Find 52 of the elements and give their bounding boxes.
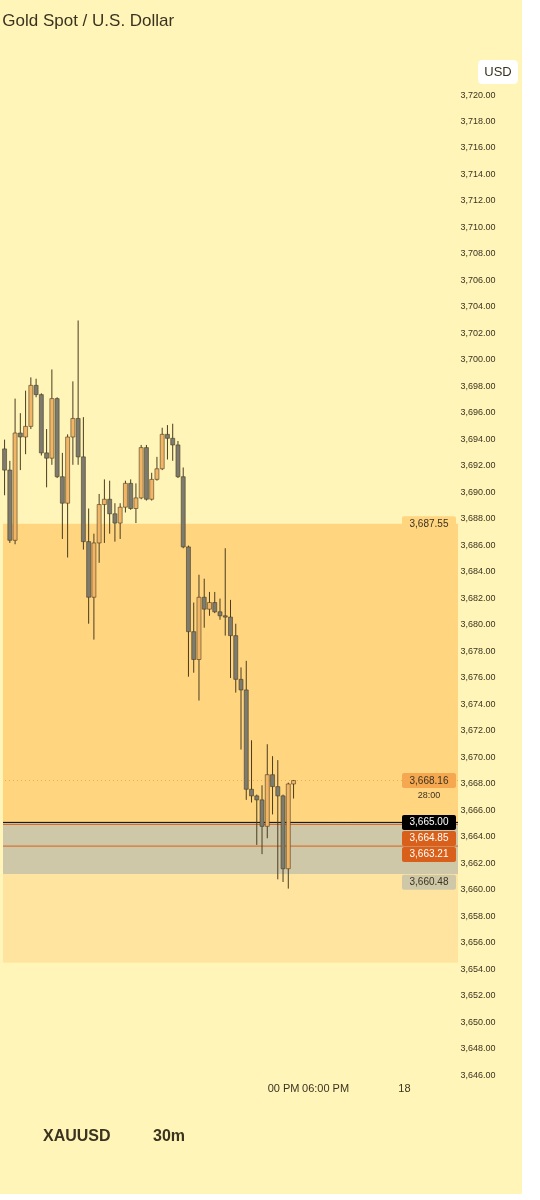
band-label: 3,687.55 xyxy=(409,517,449,529)
y-tick-label: 3,654.00 xyxy=(460,963,496,974)
y-tick-label: 3,648.00 xyxy=(460,1043,496,1054)
y-tick-label: 3,684.00 xyxy=(460,566,496,577)
x-tick-label: 06:00 PM xyxy=(302,1081,350,1094)
ref-line-label: 3,663.21 xyxy=(409,848,449,860)
y-tick-label: 3,670.00 xyxy=(460,751,496,762)
y-tick-label: 3,702.00 xyxy=(460,327,496,338)
y-tick-label: 3,666.00 xyxy=(460,804,496,815)
y-tick-label: 3,718.00 xyxy=(460,115,496,126)
y-tick-label: 3,690.00 xyxy=(460,486,496,497)
y-tick-label: 3,656.00 xyxy=(460,937,496,948)
ref-line-label: 3,665.00 xyxy=(409,816,449,828)
y-tick-label: 3,674.00 xyxy=(460,698,496,709)
y-tick-label: 3,658.00 xyxy=(460,910,496,921)
y-tick-label: 3,720.00 xyxy=(460,89,496,100)
chart-title: Gold Spot / U.S. Dollar xyxy=(2,11,175,30)
y-tick-label: 3,708.00 xyxy=(460,248,496,259)
text: 30m xyxy=(153,1127,186,1144)
y-tick-label: 3,672.00 xyxy=(460,725,496,736)
y-tick-label: 3,714.00 xyxy=(460,168,496,179)
y-tick-label: 3,646.00 xyxy=(460,1069,496,1080)
y-tick-label: 3,704.00 xyxy=(460,301,496,312)
y-tick-label: 3,652.00 xyxy=(460,990,496,1001)
x-tick-label: 00 PM xyxy=(267,1081,300,1094)
y-tick-label: 3,664.00 xyxy=(460,831,496,842)
y-tick-label: 3,694.00 xyxy=(460,433,496,444)
y-tick-label: 3,698.00 xyxy=(460,380,496,391)
ref-line-label: 3,664.85 xyxy=(409,832,449,844)
y-tick-label: 3,662.00 xyxy=(460,857,496,868)
y-tick-label: 3,712.00 xyxy=(460,195,496,206)
y-tick-label: 3,686.00 xyxy=(460,539,496,550)
y-tick-label: 3,678.00 xyxy=(460,645,496,656)
y-tick-label: 3,692.00 xyxy=(460,460,496,471)
band-label: 3,660.48 xyxy=(409,876,449,888)
y-tick-label: 3,706.00 xyxy=(460,274,496,285)
x-tick-label: 18 xyxy=(398,1081,411,1094)
y-tick-label: 3,710.00 xyxy=(460,221,496,232)
y-tick-label: 3,650.00 xyxy=(460,1016,496,1027)
y-tick-label: 3,676.00 xyxy=(460,672,496,683)
y-tick-label: 3,682.00 xyxy=(460,592,496,603)
y-tick-label: 3,700.00 xyxy=(460,354,496,365)
y-tick-label: 3,660.00 xyxy=(460,884,496,895)
y-tick-label: 3,680.00 xyxy=(460,619,496,630)
y-tick-label: 3,688.00 xyxy=(460,513,496,524)
y-tick-label: 3,668.00 xyxy=(460,778,496,789)
annotation: 28:00 xyxy=(417,789,441,800)
ref-line-label: 3,668.16 xyxy=(409,774,449,786)
y-tick-label: 3,716.00 xyxy=(460,142,496,153)
y-tick-label: 3,696.00 xyxy=(460,407,496,418)
text: XAUUSD xyxy=(43,1127,111,1144)
text: USD xyxy=(484,64,512,79)
